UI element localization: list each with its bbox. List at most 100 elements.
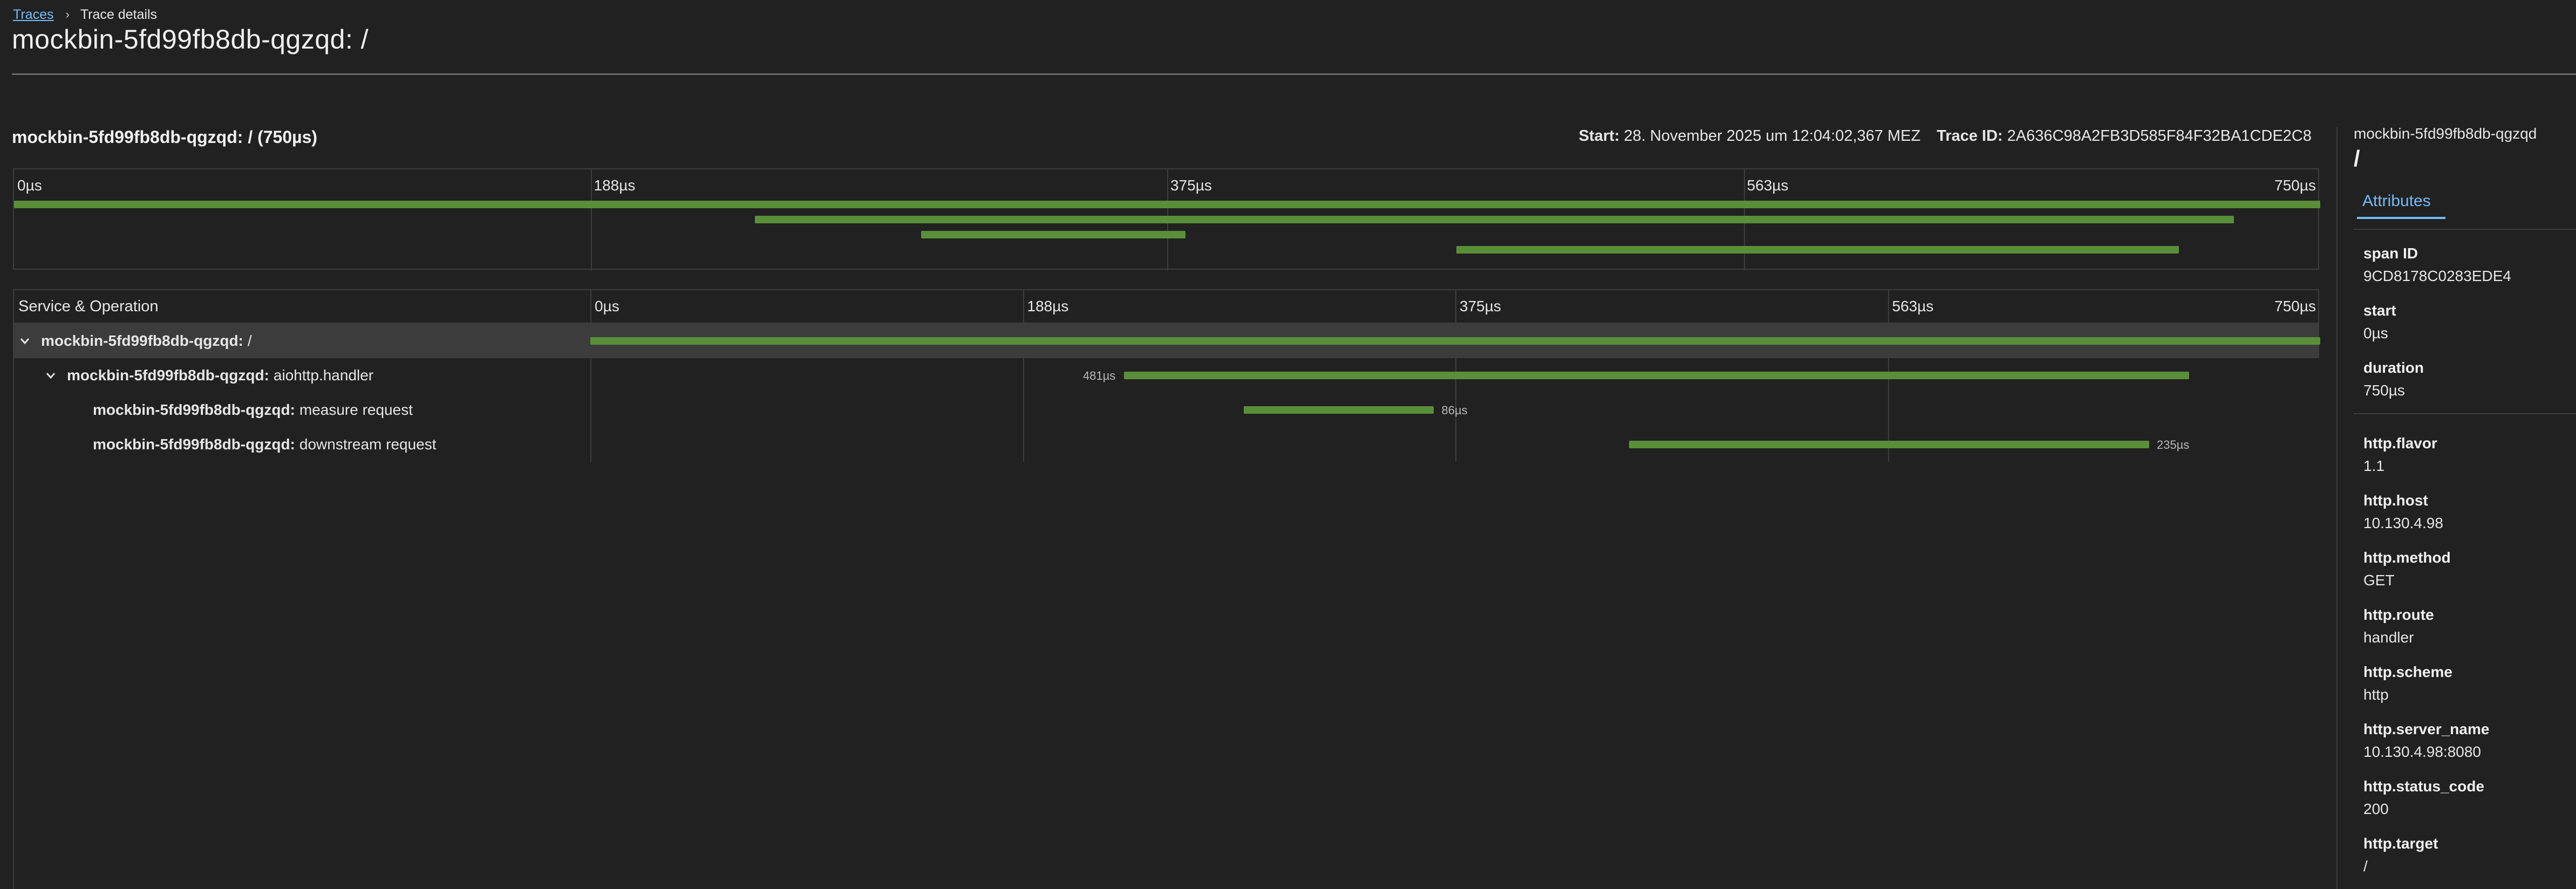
- attribute-value: handler: [2363, 629, 2414, 646]
- trace-heading: mockbin-5fd99fb8db-qgzqd: / (750µs): [12, 127, 318, 147]
- attribute-key: http.flavor: [2363, 435, 2437, 452]
- span-operation-name: /: [2354, 146, 2360, 171]
- minimap-tick-label: 188µs: [594, 177, 636, 194]
- attribute-value: 750µs: [2363, 382, 2405, 399]
- attribute-value: 9CD8178C0283EDE4: [2363, 268, 2511, 284]
- attribute-key: http.method: [2363, 549, 2451, 566]
- span-row-label: mockbin-5fd99fb8db-qgzqd: aiohttp.handler: [45, 358, 373, 393]
- trace-minimap[interactable]: 0µs 188µs 375µs 563µs 750µs: [13, 168, 2320, 271]
- title-divider: [12, 73, 2576, 75]
- span-row[interactable]: mockbin-5fd99fb8db-qgzqd: measure request…: [14, 393, 2319, 427]
- timeline-tick-label: 375µs: [1460, 298, 1501, 314]
- attribute-item: http.method GET: [2363, 549, 2451, 589]
- span-row-label: mockbin-5fd99fb8db-qgzqd: downstream requ…: [93, 427, 437, 462]
- attribute-value: 10.130.4.98:8080: [2363, 743, 2481, 760]
- attribute-value: 10.130.4.98: [2363, 515, 2443, 531]
- span-row-label: mockbin-5fd99fb8db-qgzqd: /: [19, 324, 252, 358]
- chevron-down-icon[interactable]: [19, 336, 30, 346]
- chevron-down-icon[interactable]: [45, 370, 56, 381]
- table-header: Service & Operation 0µs 188µs 375µs 563µs 75…: [14, 289, 2319, 324]
- minimap-bars: [14, 169, 2320, 271]
- attribute-item: duration 750µs: [2363, 359, 2424, 399]
- minimap-ticks: 0µs 188µs 375µs 563µs 750µs: [14, 169, 2318, 199]
- minimap-span-bar: [921, 231, 1186, 238]
- span-row[interactable]: mockbin-5fd99fb8db-qgzqd: /: [14, 324, 2320, 358]
- tab-attributes[interactable]: Attributes: [2362, 192, 2431, 210]
- minimap-span-bar: [755, 216, 2234, 223]
- side-panel-divider: [2336, 127, 2338, 889]
- attribute-item: start 0µs: [2363, 302, 2396, 342]
- span-duration-label: 481µs: [1082, 369, 1116, 382]
- timeline-tick-label: 188µs: [1027, 298, 1069, 314]
- attribute-item: http.host 10.130.4.98: [2363, 492, 2443, 532]
- attribute-item: http.flavor 1.1: [2363, 435, 2437, 475]
- span-service-name: mockbin-5fd99fb8db-qgzqd: [2354, 125, 2537, 142]
- trace-start-value: 28. November 2025 um 12:04:02,367 MEZ: [1624, 127, 1921, 145]
- minimap-tick-label: 750µs: [2274, 177, 2316, 194]
- span-operation: aiohttp.handler: [273, 367, 374, 384]
- active-tab-indicator: [2357, 217, 2445, 219]
- attribute-key: duration: [2363, 359, 2424, 376]
- span-bar[interactable]: [1243, 406, 1434, 414]
- tab-border: [2354, 229, 2576, 230]
- minimap-span-bar: [14, 201, 2320, 208]
- attribute-item: http.target /: [2363, 835, 2438, 875]
- span-bar[interactable]: [590, 337, 2320, 345]
- attribute-item: http.server_name 10.130.4.98:8080: [2363, 721, 2489, 761]
- attribute-key: span ID: [2363, 245, 2418, 262]
- minimap-gridline: [590, 169, 592, 271]
- attribute-value: 1.1: [2363, 457, 2384, 474]
- span-operation: measure request: [299, 401, 413, 418]
- span-service: mockbin-5fd99fb8db-qgzqd:: [41, 332, 243, 349]
- attribute-key: http.status_code: [2363, 778, 2485, 795]
- trace-id: Trace ID: 2A636C98A2FB3D585F84F32BA1CDE2…: [1937, 127, 2312, 145]
- attribute-item: span ID 9CD8178C0283EDE4: [2363, 245, 2511, 285]
- attribute-key: http.target: [2363, 835, 2438, 852]
- span-row-label: mockbin-5fd99fb8db-qgzqd: measure request: [93, 393, 413, 427]
- attribute-value: 200: [2363, 801, 2389, 817]
- breadcrumb-traces-link[interactable]: Traces: [13, 6, 54, 22]
- minimap-tick-label: 375µs: [1170, 177, 1212, 194]
- trace-id-value: 2A636C98A2FB3D585F84F32BA1CDE2C8: [2007, 127, 2312, 145]
- minimap-tick-label: 0µs: [17, 177, 42, 194]
- trace-start-label: Start:: [1578, 127, 1620, 145]
- page-title: mockbin-5fd99fb8db-qgzqd: /: [12, 24, 369, 54]
- attribute-key: http.route: [2363, 606, 2434, 623]
- span-service: mockbin-5fd99fb8db-qgzqd:: [67, 367, 269, 384]
- span-bar[interactable]: [1628, 441, 2149, 448]
- span-detail-panel: mockbin-5fd99fb8db-qgzqd / Attributes sp…: [2354, 125, 2576, 874]
- span-operation: /: [247, 332, 252, 349]
- attribute-value: http: [2363, 686, 2389, 703]
- attribute-key: http.server_name: [2363, 721, 2490, 737]
- attribute-value: 0µs: [2363, 325, 2388, 341]
- chevron-right-icon: ›: [65, 8, 70, 21]
- attribute-item: http.route handler: [2363, 606, 2434, 646]
- timeline-tick-label: 0µs: [595, 298, 619, 314]
- trace-id-label: Trace ID:: [1937, 127, 2003, 145]
- span-row[interactable]: mockbin-5fd99fb8db-qgzqd: aiohttp.handler…: [14, 358, 2319, 393]
- attribute-item: http.status_code 200: [2363, 778, 2484, 818]
- breadcrumb: Traces › Trace details: [13, 5, 157, 24]
- minimap-tick-label: 563µs: [1747, 177, 1789, 194]
- span-duration-label: 235µs: [2156, 438, 2190, 452]
- attributes-section-divider: [2354, 413, 2576, 414]
- service-operation-column-title: Service & Operation: [18, 298, 159, 315]
- attribute-item: http.scheme http: [2363, 664, 2452, 703]
- attribute-key: http.scheme: [2363, 664, 2452, 680]
- attribute-key: http.host: [2363, 492, 2428, 509]
- span-operation: downstream request: [299, 436, 437, 453]
- span-duration-label: 86µs: [1441, 404, 1468, 417]
- span-service: mockbin-5fd99fb8db-qgzqd:: [93, 401, 295, 418]
- breadcrumb-current: Trace details: [80, 6, 157, 22]
- span-bar[interactable]: [1123, 372, 2189, 379]
- minimap-span-bar: [1456, 246, 2179, 254]
- trace-start: Start: 28. November 2025 um 12:04:02,367…: [1579, 127, 1921, 145]
- attribute-key: start: [2363, 302, 2396, 319]
- timeline-tick-label: 563µs: [1892, 298, 1934, 314]
- span-service: mockbin-5fd99fb8db-qgzqd:: [93, 436, 295, 453]
- span-row[interactable]: mockbin-5fd99fb8db-qgzqd: downstream requ…: [14, 427, 2319, 462]
- attribute-value: GET: [2363, 572, 2395, 589]
- attribute-value: /: [2363, 858, 2368, 874]
- trace-table: Service & Operation 0µs 188µs 375µs 563µs 75…: [13, 289, 2320, 889]
- trace-meta: Start: 28. November 2025 um 12:04:02,367…: [1579, 127, 2312, 145]
